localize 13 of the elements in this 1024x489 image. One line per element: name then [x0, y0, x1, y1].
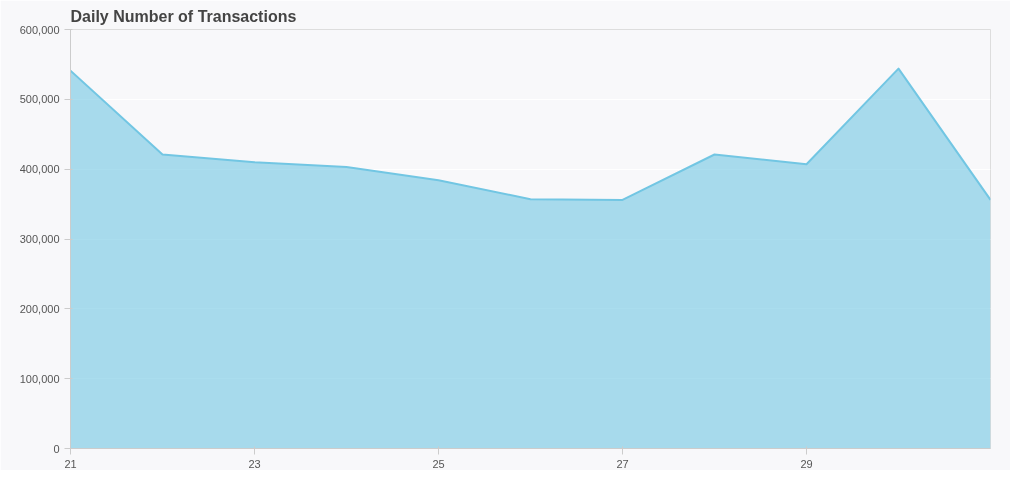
- y-tick-label: 600,000: [19, 23, 60, 36]
- y-tick-label: 300,000: [19, 233, 60, 245]
- y-tick-label: 0: [53, 442, 60, 455]
- x-tick-label: 25: [432, 457, 445, 470]
- x-tick-label: 27: [616, 457, 629, 470]
- x-tick-label: 29: [800, 457, 813, 470]
- y-tick-label: 400,000: [19, 163, 60, 176]
- y-tick-label: 200,000: [19, 302, 60, 315]
- chart-title: Daily Number of Transactions: [70, 7, 297, 25]
- y-tick-label: 500,000: [19, 93, 60, 106]
- x-tick-label: 21: [64, 457, 77, 470]
- y-tick-label: 100,000: [19, 372, 60, 385]
- x-tick-label: 23: [248, 457, 261, 470]
